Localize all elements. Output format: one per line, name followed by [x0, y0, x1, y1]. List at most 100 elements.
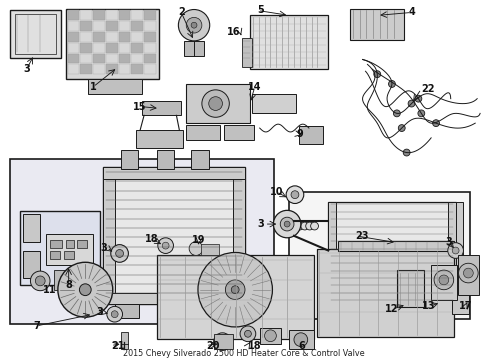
Circle shape [111, 311, 118, 318]
Circle shape [30, 271, 50, 291]
Text: 23: 23 [355, 231, 368, 241]
Bar [20, 211, 100, 285]
Circle shape [393, 110, 400, 117]
Bar [67, 32, 79, 42]
Circle shape [290, 222, 298, 230]
Bar [157, 255, 313, 339]
Bar [80, 64, 92, 74]
Circle shape [208, 97, 222, 111]
Circle shape [433, 270, 453, 290]
Circle shape [244, 330, 251, 337]
Circle shape [414, 95, 421, 102]
Bar [349, 9, 403, 40]
Text: 12: 12 [385, 304, 398, 314]
Bar [144, 32, 156, 42]
Bar [213, 334, 233, 350]
Text: 2015 Chevy Silverado 2500 HD Heater Core & Control Valve: 2015 Chevy Silverado 2500 HD Heater Core… [123, 350, 364, 359]
Bar [327, 202, 335, 311]
Bar [102, 167, 244, 179]
Bar [288, 330, 313, 350]
Text: 18: 18 [247, 341, 261, 351]
Circle shape [407, 100, 414, 107]
Text: 17: 17 [458, 301, 471, 311]
Circle shape [116, 249, 123, 257]
Circle shape [202, 90, 229, 117]
Bar [10, 10, 61, 58]
Bar [144, 43, 156, 53]
Text: 3: 3 [23, 64, 30, 74]
Text: 7: 7 [33, 321, 40, 331]
Circle shape [273, 210, 300, 238]
Bar [259, 328, 281, 343]
Text: 20: 20 [205, 341, 219, 351]
Circle shape [417, 110, 424, 117]
Circle shape [403, 149, 409, 156]
Bar [298, 126, 323, 144]
Circle shape [290, 191, 298, 199]
Bar [144, 64, 156, 74]
Bar [93, 21, 105, 31]
Bar [119, 32, 130, 42]
Text: 3: 3 [100, 243, 107, 253]
Circle shape [451, 247, 458, 254]
Bar [201, 244, 218, 255]
Text: 19: 19 [192, 235, 205, 245]
Bar [144, 10, 156, 20]
Bar [288, 192, 469, 319]
Circle shape [189, 242, 203, 255]
Text: 8: 8 [65, 280, 72, 290]
Text: 18: 18 [145, 234, 159, 244]
Bar [451, 273, 468, 314]
Bar [121, 332, 128, 350]
Bar [106, 43, 118, 53]
Text: 21: 21 [111, 341, 124, 351]
Bar [54, 270, 69, 290]
Circle shape [300, 222, 308, 230]
Bar [157, 150, 174, 169]
Bar [115, 305, 139, 318]
Bar [119, 10, 130, 20]
Text: 1: 1 [90, 82, 96, 92]
Circle shape [198, 252, 272, 327]
Bar [242, 38, 251, 67]
Bar [80, 10, 92, 20]
Bar [67, 64, 79, 74]
Bar [327, 202, 455, 311]
Text: 16: 16 [226, 27, 240, 37]
Circle shape [264, 330, 276, 342]
Bar [186, 84, 249, 123]
Circle shape [111, 245, 128, 262]
Circle shape [225, 280, 244, 300]
Bar [121, 150, 138, 169]
Text: 22: 22 [421, 84, 434, 94]
Bar [131, 10, 143, 20]
Bar [131, 54, 143, 63]
Bar [46, 234, 93, 265]
Circle shape [162, 242, 169, 249]
Circle shape [280, 217, 293, 231]
Bar [430, 265, 456, 300]
Circle shape [438, 275, 448, 285]
Bar [102, 293, 244, 305]
Bar [447, 202, 455, 311]
Text: 5: 5 [257, 5, 264, 15]
Text: 3: 3 [96, 307, 102, 317]
Bar [186, 125, 220, 140]
Bar [131, 32, 143, 42]
Bar [67, 10, 79, 20]
Bar [80, 21, 92, 31]
Bar [65, 9, 159, 79]
Bar [88, 79, 142, 94]
Bar [233, 167, 244, 305]
Bar [22, 251, 40, 278]
Bar [77, 240, 87, 248]
Bar [455, 202, 463, 311]
Circle shape [213, 333, 231, 350]
Bar [131, 43, 143, 53]
Bar [102, 167, 115, 305]
Circle shape [305, 222, 313, 230]
Bar [251, 94, 295, 113]
Bar [67, 21, 79, 31]
Bar [136, 130, 183, 148]
Bar [50, 252, 60, 259]
